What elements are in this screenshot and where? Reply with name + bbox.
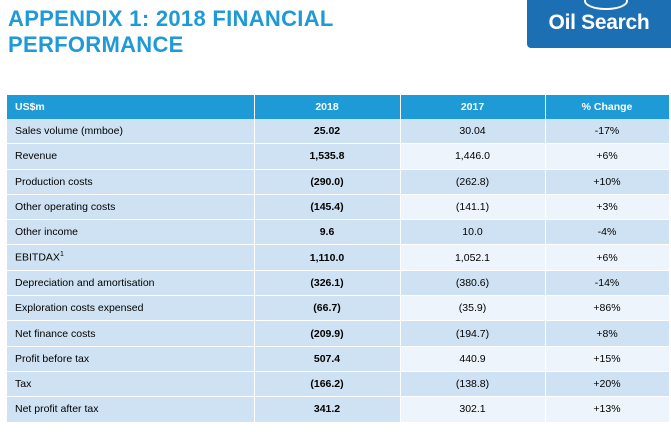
value-2017: 302.1 [400, 396, 546, 423]
value-change: +20% [545, 371, 670, 398]
row-label-text: Other income [15, 226, 79, 239]
page-title-line-2: PERFORMANCE [8, 32, 184, 57]
value-change: +10% [545, 169, 670, 195]
value-2018: (326.1) [254, 270, 401, 297]
table-row: Depreciation and amortisation (326.1) (380… [7, 270, 670, 297]
value-2017: 1,446.0 [400, 143, 546, 170]
row-label-text: Net finance costs [15, 327, 96, 340]
value-change: +6% [545, 244, 670, 271]
value-change: +3% [545, 194, 670, 221]
row-label: Depreciation and amortisation [7, 270, 255, 297]
value-2018: (66.7) [254, 295, 401, 322]
row-label-text: Exploration costs expensed [15, 302, 144, 315]
value-2017: 10.0 [400, 219, 546, 246]
row-label: Profit before tax [7, 346, 255, 372]
value-2017: (262.8) [400, 169, 546, 195]
row-label: Tax [7, 371, 255, 398]
table-row: Profit before tax 507.4 440.9 +15% [7, 346, 670, 372]
value-change: +15% [545, 346, 670, 372]
value-2017: 1,052.1 [400, 244, 546, 271]
value-change: -14% [545, 270, 670, 297]
column-header-change: % Change [545, 95, 670, 119]
row-label: Exploration costs expensed [7, 295, 255, 322]
column-header-2018: 2018 [254, 95, 401, 119]
row-label: Other income [7, 219, 255, 246]
value-2018: 507.4 [254, 346, 401, 372]
row-label: Production costs [7, 169, 255, 195]
row-label-text: Production costs [15, 175, 93, 188]
value-change: +13% [545, 396, 670, 423]
table-row: Net profit after tax 341.2 302.1 +13% [7, 396, 670, 423]
footnote-marker: 1 [59, 251, 64, 259]
row-label-text: EBITDAX [15, 251, 60, 264]
value-2018: 25.02 [254, 119, 401, 145]
value-change: +8% [545, 320, 670, 347]
row-label-text: Net profit after tax [15, 403, 99, 416]
value-2017: (138.8) [400, 371, 546, 398]
company-logo: Oil Search [527, 0, 671, 48]
value-change: -4% [545, 219, 670, 246]
row-label: EBITDAX1 [7, 244, 255, 271]
table-row: Exploration costs expensed (66.7) (35.9) +8… [7, 295, 670, 322]
table-row: EBITDAX1 1,110.0 1,052.1 +6% [7, 244, 670, 271]
value-2017: (194.7) [400, 320, 546, 347]
table-row: Other operating costs (145.4) (141.1) +3% [7, 194, 670, 221]
page-title-line-1: APPENDIX 1: 2018 FINANCIAL [8, 6, 334, 31]
value-2018: 9.6 [254, 219, 401, 246]
logo-swoosh-icon [584, 0, 628, 10]
table-row: Net finance costs (209.9) (194.7) +8% [7, 320, 670, 347]
value-change: +86% [545, 295, 670, 322]
table-row: Tax (166.2) (138.8) +20% [7, 371, 670, 398]
column-header-2017: 2017 [400, 95, 546, 119]
value-2018: (290.0) [254, 169, 401, 195]
row-label-text: Revenue [15, 150, 58, 163]
row-label-text: Tax [15, 378, 32, 391]
value-2017: (35.9) [400, 295, 546, 322]
row-label: Sales volume (mmboe) [7, 119, 255, 145]
table-row: Revenue 1,535.8 1,446.0 +6% [7, 143, 670, 170]
column-header-metric: US$m [7, 95, 255, 119]
value-2018: (209.9) [254, 320, 401, 347]
value-change: +6% [545, 143, 670, 170]
row-label: Other operating costs [7, 194, 255, 221]
value-2018: 1,110.0 [254, 244, 401, 271]
row-label-text: Other operating costs [15, 201, 116, 214]
table-header-row: US$m 2018 2017 % Change [7, 95, 670, 119]
row-label: Revenue [7, 143, 255, 170]
row-label-text: Sales volume (mmboe) [15, 125, 123, 138]
value-2018: (166.2) [254, 371, 401, 398]
page-title: APPENDIX 1: 2018 FINANCIAL PERFORMANCE [8, 6, 334, 58]
value-2018: (145.4) [254, 194, 401, 221]
value-2018: 341.2 [254, 396, 401, 423]
row-label-text: Depreciation and amortisation [15, 276, 155, 289]
financial-performance-table: US$m 2018 2017 % Change Sales volume (mm… [7, 95, 670, 423]
value-2018: 1,535.8 [254, 143, 401, 170]
logo-text: Oil Search [548, 11, 650, 34]
value-2017: 440.9 [400, 346, 546, 372]
row-label: Net profit after tax [7, 396, 255, 423]
table-row: Other income 9.6 10.0 -4% [7, 219, 670, 246]
table-row: Production costs (290.0) (262.8) +10% [7, 169, 670, 195]
value-2017: (141.1) [400, 194, 546, 221]
value-2017: (380.6) [400, 270, 546, 297]
row-label-text: Profit before tax [15, 352, 90, 365]
row-label: Net finance costs [7, 320, 255, 347]
table-row: Sales volume (mmboe) 25.02 30.04 -17% [7, 119, 670, 145]
value-2017: 30.04 [400, 119, 546, 145]
value-change: -17% [545, 119, 670, 145]
